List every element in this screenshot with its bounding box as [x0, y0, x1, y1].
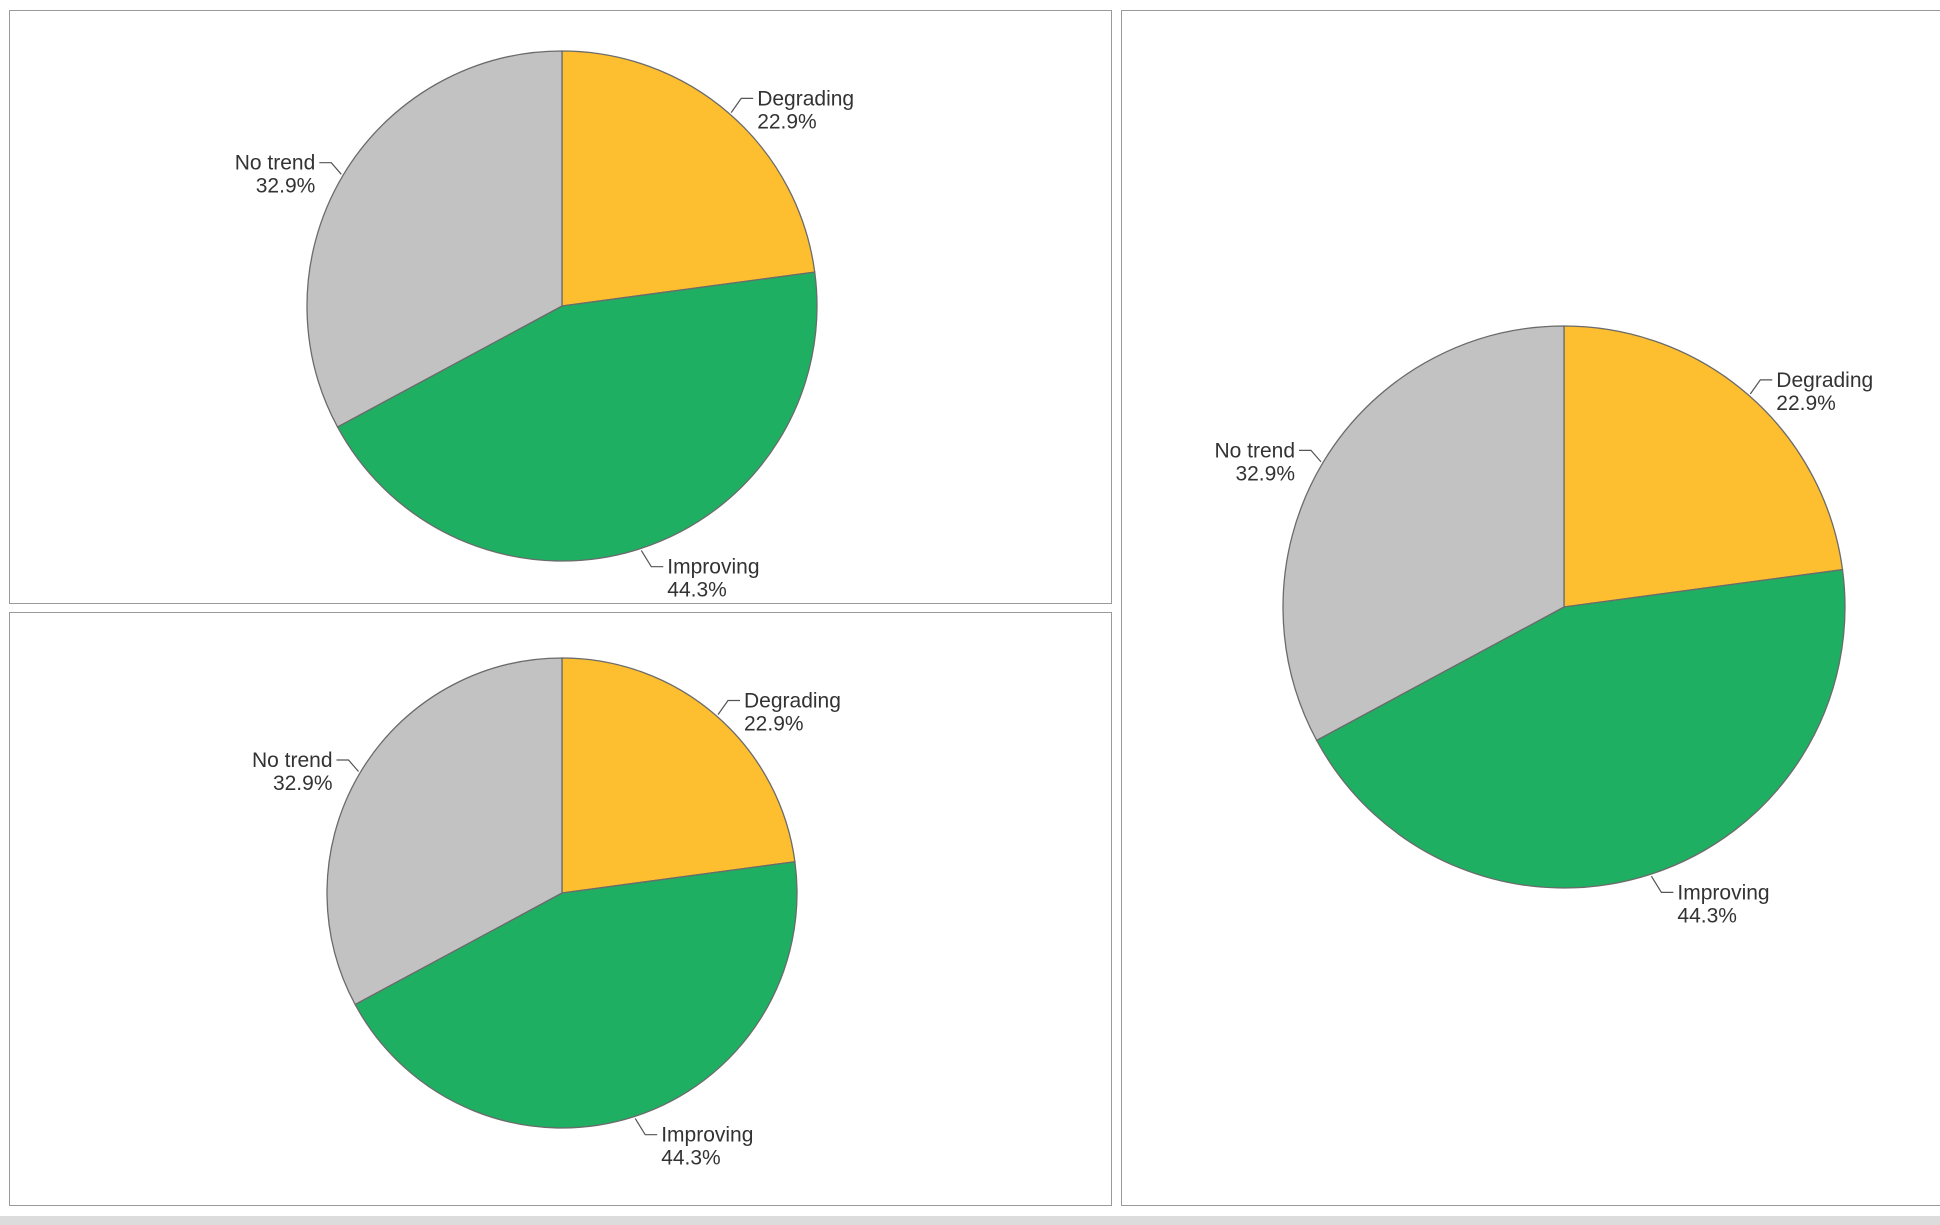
pie-chart-panel-3: Degrading 22.9% Improving 44.3% No trend 32.9… — [1121, 10, 1940, 1206]
pie-label-degrading: Degrading — [757, 87, 854, 110]
pie-leader-degrading — [730, 97, 754, 113]
pie-value-label-improving: 44.3% — [1677, 904, 1737, 927]
pie-label-improving: Improving — [667, 556, 759, 579]
pie-leader-no-trend — [1299, 449, 1322, 463]
pie-chart-panel-2: Degrading 22.9% Improving 44.3% No trend 32.9… — [9, 612, 1112, 1206]
pie-label-no-trend: No trend — [252, 749, 333, 772]
pie-slices — [1282, 325, 1846, 889]
pie-value-label-no-trend: 32.9% — [1235, 462, 1295, 485]
pie-value-label-improving: 44.3% — [667, 579, 727, 602]
pie-value-label-no-trend: 32.9% — [273, 772, 333, 795]
pie-slices — [326, 657, 798, 1129]
pie-slices — [306, 50, 818, 562]
pie-label-improving: Improving — [661, 1124, 753, 1147]
pie-slice-no-trend[interactable] — [1282, 325, 1565, 742]
pie-label-degrading: Degrading — [744, 690, 841, 713]
horizontal-scrollbar[interactable] — [0, 1216, 1940, 1225]
pie-value-label-improving: 44.3% — [661, 1147, 721, 1170]
pie-slice-improving[interactable] — [354, 861, 798, 1129]
pie-leader-degrading — [1749, 379, 1773, 395]
pie-value-label-degrading: 22.9% — [1776, 392, 1836, 415]
pie-value-label-no-trend: 32.9% — [256, 175, 316, 198]
pie-slice-no-trend[interactable] — [306, 50, 563, 428]
pie-label-no-trend: No trend — [1214, 439, 1295, 462]
pie-value-label-degrading: 22.9% — [757, 110, 817, 133]
pie-slice-no-trend[interactable] — [326, 657, 563, 1006]
pie-slice-degrading[interactable] — [561, 657, 796, 894]
pie-slice-degrading[interactable] — [561, 50, 816, 307]
pie-label-improving: Improving — [1677, 881, 1769, 904]
pie-slice-degrading[interactable] — [1563, 325, 1844, 608]
pie-leader-no-trend — [319, 162, 342, 175]
pie-slice-improving[interactable] — [1315, 568, 1846, 889]
pie-label-no-trend: No trend — [235, 152, 316, 175]
pie-label-degrading: Degrading — [1776, 369, 1873, 392]
pie-slice-improving[interactable] — [336, 271, 818, 562]
pie-leader-improving — [1650, 875, 1674, 894]
pie-leader-no-trend — [336, 759, 359, 772]
pie-leader-improving — [634, 1118, 658, 1136]
pie-value-label-degrading: 22.9% — [744, 713, 804, 736]
pie-leader-improving — [640, 550, 664, 568]
pie-leader-degrading — [717, 699, 740, 715]
pie-chart-panel-1: Degrading 22.9% Improving 44.3% No trend 32.9… — [9, 10, 1112, 604]
